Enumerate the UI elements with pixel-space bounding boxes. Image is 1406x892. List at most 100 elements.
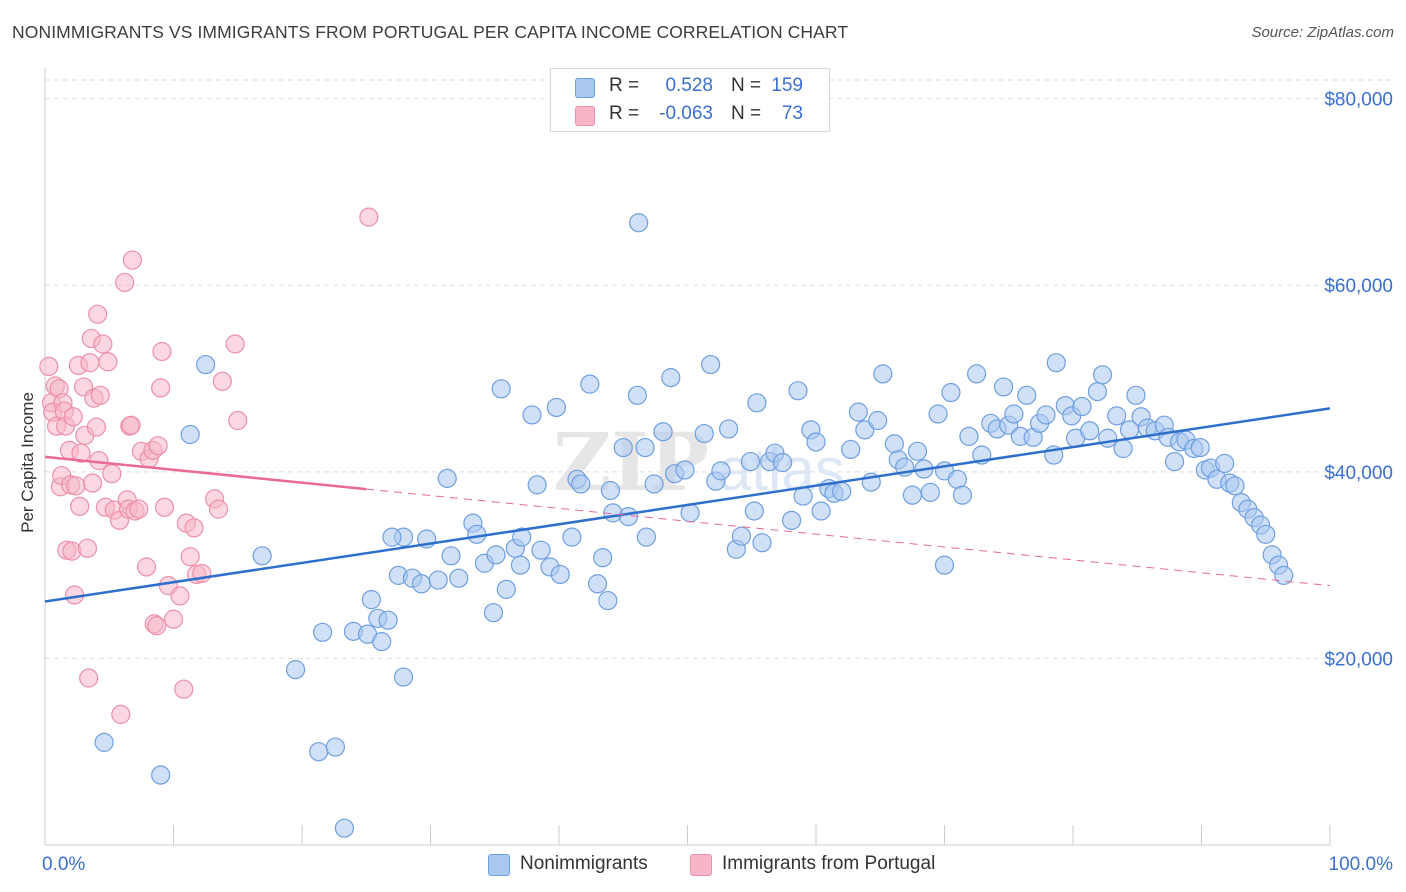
nonimmigrant-point (334, 818, 355, 838)
nonimmigrant-point (740, 451, 761, 472)
immigrant-point (184, 518, 204, 538)
nonimmigrant-point (635, 437, 655, 458)
n-label: N = (731, 103, 762, 124)
nonimmigrants-trend-line (44, 407, 1331, 603)
nonimmigrant-point (393, 667, 414, 687)
nonimmigrant-point (587, 574, 608, 594)
nonimmigrant-point (959, 426, 979, 446)
r-label: R = (609, 103, 640, 124)
nonimmigrant-point (873, 364, 893, 384)
nonimmigrant-point (94, 732, 114, 752)
nonimmigrant-point (361, 590, 381, 610)
chart-title: NONIMMIGRANTS VS IMMIGRANTS FROM PORTUGA… (12, 22, 849, 42)
nonimmigrant-point (701, 354, 721, 375)
nonimmigrant-point (636, 527, 656, 547)
y-tick-label: $60,000 (1324, 276, 1393, 297)
nonimmigrant-point (531, 540, 551, 560)
legend-row-nonimmigrants: R = 0.528 N = 159 (551, 72, 829, 100)
nonimmigrant-point (411, 574, 432, 594)
nonimmigrant-point (571, 474, 591, 494)
nonimmigrant-point (1113, 438, 1133, 459)
nonimmigrant-point (1017, 385, 1037, 405)
nonimmigrant-point (562, 527, 582, 547)
nonimmigrant-point (644, 474, 664, 494)
nonimmigrant-point (868, 410, 888, 431)
immigrant-point (228, 410, 248, 431)
immigrant-point (151, 378, 171, 398)
y-tick-label: $40,000 (1324, 463, 1393, 484)
immigrant-point (129, 499, 149, 519)
immigrant-point (70, 496, 90, 516)
y-tick-label: $20,000 (1324, 649, 1393, 670)
immigrant-point (148, 436, 168, 456)
nonimmigrant-point (848, 402, 869, 422)
nonimmigrant-point (491, 379, 511, 399)
nonimmigrant-point (510, 555, 531, 575)
immigrant-point (88, 304, 108, 324)
nonimmigrants-legend-label: Nonimmigrants (520, 853, 648, 874)
immigrant-point (90, 385, 110, 405)
nonimmigrant-point (522, 405, 542, 425)
r-value: 0.528 (665, 75, 713, 96)
immigrant-point (359, 207, 379, 227)
nonimmigrant-point (719, 419, 739, 439)
nonimmigrant-point (486, 545, 506, 565)
immigrant-point (225, 334, 245, 354)
nonimmigrant-point (467, 524, 487, 544)
nonimmigrant-point (285, 660, 306, 680)
nonimmigrant-point (752, 533, 772, 553)
nonimmigrant-point (1036, 405, 1056, 425)
r-value: -0.063 (659, 103, 713, 124)
immigrant-point (136, 557, 157, 577)
trend-lines (44, 407, 1331, 603)
nonimmigrant-point (527, 475, 547, 495)
nonimmigrant-point (855, 420, 875, 440)
immigrant-point (79, 668, 99, 688)
immigrant-point (77, 538, 98, 558)
nonimmigrant-point (694, 423, 714, 444)
nonimmigrant-point (811, 501, 831, 521)
nonimmigrant-point (496, 579, 516, 599)
nonimmigrant-point (788, 381, 808, 401)
nonimmigrant-point (1004, 404, 1024, 424)
immigrant-point (163, 609, 184, 629)
source-label: Source: ZipAtlas.com (1251, 24, 1394, 41)
nonimmigrant-point (1164, 451, 1185, 472)
immigrant-point (208, 499, 229, 519)
nonimmigrant-point (952, 485, 973, 505)
immigrant-point (102, 464, 122, 484)
immigrant-point (111, 704, 131, 724)
axes (44, 68, 1331, 846)
nonimmigrant-point (600, 480, 621, 501)
immigrants-points (39, 207, 379, 724)
nonimmigrant-point (1256, 524, 1276, 544)
nonimmigrant-point (598, 590, 618, 611)
nonimmigrant-point (1215, 453, 1235, 474)
legend-row-immigrants: R = -0.063 N = 73 (551, 100, 829, 128)
nonimmigrant-point (1080, 421, 1100, 441)
nonimmigrant-point (747, 393, 767, 413)
immigrant-point (154, 497, 175, 517)
immigrants-legend-swatch (690, 854, 712, 876)
nonimmigrant-point (1087, 381, 1108, 402)
immigrant-point (39, 356, 59, 377)
immigrant-point (80, 353, 100, 373)
nonimmigrant-point (378, 610, 398, 630)
nonimmigrant-point (1274, 565, 1294, 585)
n-value: 73 (781, 103, 803, 124)
nonimmigrant-point (994, 377, 1014, 397)
immigrant-point (66, 476, 86, 496)
nonimmigrants-swatch (575, 78, 595, 98)
immigrants-trend-line-solid (44, 455, 367, 491)
nonimmigrant-point (884, 434, 904, 454)
nonimmigrant-point (325, 737, 346, 757)
nonimmigrant-point (593, 548, 613, 568)
immigrant-point (212, 371, 232, 391)
nonimmigrants-points (94, 213, 1294, 838)
nonimmigrant-point (618, 507, 638, 527)
nonimmigrant-point (1072, 396, 1092, 417)
nonimmigrant-point (1225, 476, 1245, 496)
nonimmigrant-point (151, 765, 171, 785)
nonimmigrant-point (744, 501, 764, 521)
